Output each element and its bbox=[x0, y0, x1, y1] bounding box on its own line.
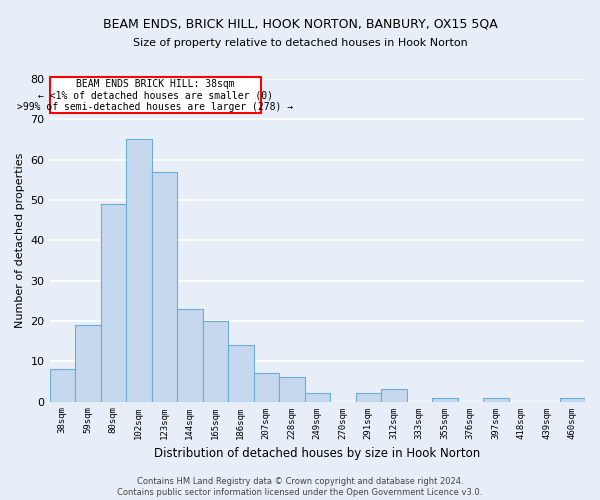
Y-axis label: Number of detached properties: Number of detached properties bbox=[15, 152, 25, 328]
Bar bbox=[75, 325, 101, 402]
Bar bbox=[50, 77, 261, 114]
Bar bbox=[152, 172, 177, 402]
Bar bbox=[432, 398, 458, 402]
Text: ← <1% of detached houses are smaller (0): ← <1% of detached houses are smaller (0) bbox=[38, 90, 273, 100]
Bar bbox=[381, 390, 407, 402]
Bar bbox=[560, 398, 585, 402]
Text: Contains public sector information licensed under the Open Government Licence v3: Contains public sector information licen… bbox=[118, 488, 482, 497]
Text: Size of property relative to detached houses in Hook Norton: Size of property relative to detached ho… bbox=[133, 38, 467, 48]
Bar bbox=[356, 394, 381, 402]
Bar bbox=[203, 321, 228, 402]
Text: >99% of semi-detached houses are larger (278) →: >99% of semi-detached houses are larger … bbox=[17, 102, 293, 112]
Text: BEAM ENDS BRICK HILL: 38sqm: BEAM ENDS BRICK HILL: 38sqm bbox=[76, 79, 235, 89]
X-axis label: Distribution of detached houses by size in Hook Norton: Distribution of detached houses by size … bbox=[154, 447, 481, 460]
Text: Contains HM Land Registry data © Crown copyright and database right 2024.: Contains HM Land Registry data © Crown c… bbox=[137, 476, 463, 486]
Bar bbox=[177, 309, 203, 402]
Bar bbox=[228, 345, 254, 402]
Text: BEAM ENDS, BRICK HILL, HOOK NORTON, BANBURY, OX15 5QA: BEAM ENDS, BRICK HILL, HOOK NORTON, BANB… bbox=[103, 18, 497, 30]
Bar bbox=[279, 378, 305, 402]
Bar bbox=[50, 370, 75, 402]
Bar bbox=[126, 140, 152, 402]
Bar bbox=[254, 374, 279, 402]
Bar bbox=[305, 394, 330, 402]
Bar bbox=[101, 204, 126, 402]
Bar bbox=[483, 398, 509, 402]
